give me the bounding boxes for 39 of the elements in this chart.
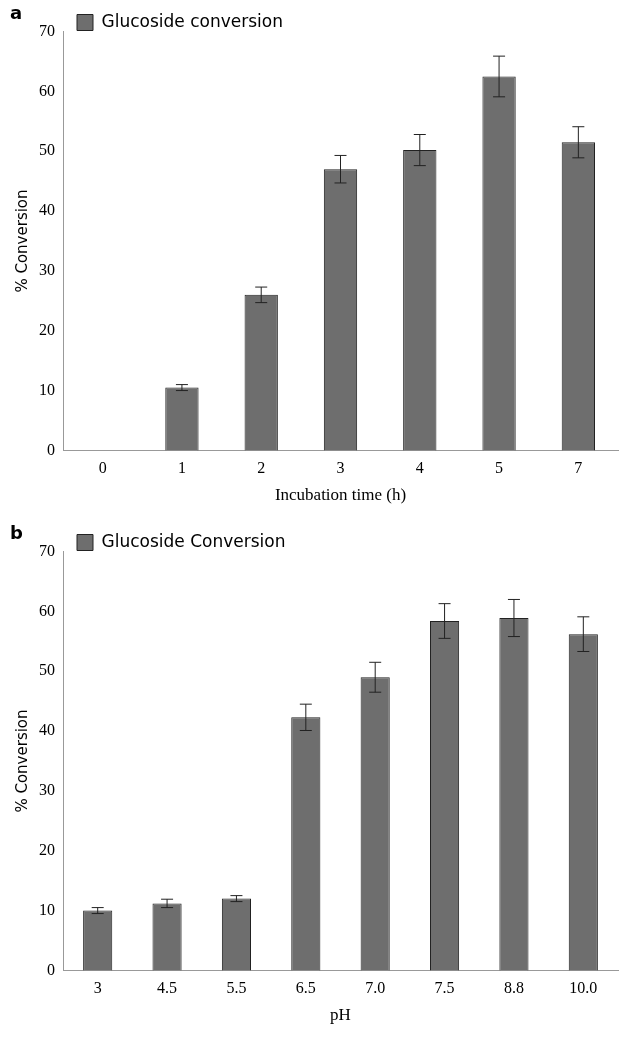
x-tick-label: 5.5 [226,979,247,997]
x-tick-label: 8.8 [503,979,524,997]
x-tick-label: 6.5 [295,979,316,997]
y-tick-label: 0 [47,960,55,978]
y-tick-label: 70 [39,541,55,559]
y-tick-label: 70 [39,21,55,39]
y-tick-label: 30 [39,781,55,799]
y-tick-label: 30 [39,261,55,279]
y-tick-label: 60 [39,81,55,99]
x-tick-label: 4 [415,459,424,477]
x-tick-label: 2 [257,459,266,477]
y-tick-label: 40 [39,201,55,219]
x-tick-label: 7 [574,459,583,477]
x-axis-title: pH [330,1005,351,1025]
y-axis-title: % Conversion [12,189,31,293]
y-axis-title: % Conversion [12,709,31,813]
y-tick-label: 50 [39,141,55,159]
x-tick-label: 5 [495,459,504,477]
legend-label: Glucoside Conversion [101,530,286,551]
y-tick-label: 20 [39,840,55,858]
y-tick-label: 0 [47,440,55,458]
y-tick-label: 60 [39,601,55,619]
x-tick-label: 1 [177,459,186,477]
x-tick-label: 3 [93,979,102,997]
x-tick-label: 3 [336,459,345,477]
legend-label: Glucoside conversion [101,10,283,31]
y-tick-label: 10 [39,900,55,918]
y-tick-label: 50 [39,661,55,679]
x-axis-title: Incubation time (h) [274,485,407,505]
x-tick-label: 10.0 [569,979,598,997]
x-tick-label: 0 [98,459,107,477]
x-tick-label: 7.5 [434,979,455,997]
chart-title: a [10,2,23,24]
y-tick-label: 20 [39,320,55,338]
x-tick-label: 7.0 [365,979,386,997]
y-tick-label: 10 [39,380,55,398]
x-tick-label: 4.5 [157,979,178,997]
y-tick-label: 40 [39,721,55,739]
chart-title: b [10,522,23,544]
